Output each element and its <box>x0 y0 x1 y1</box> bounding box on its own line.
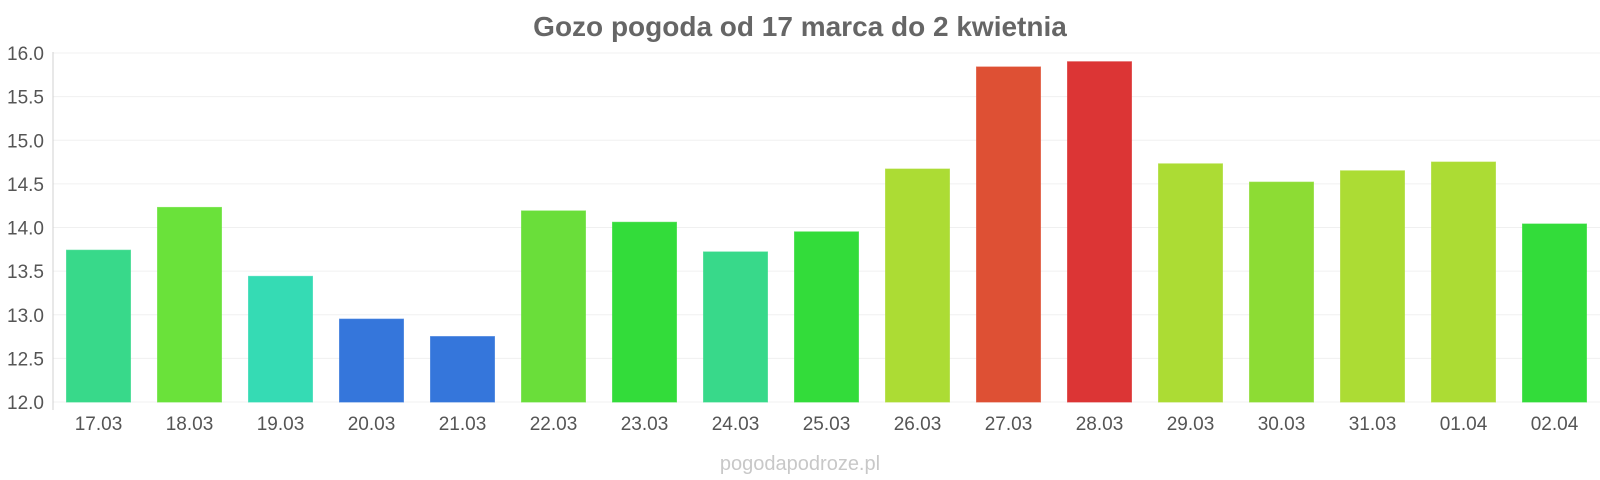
y-tick-label: 15.0 <box>7 131 44 152</box>
bar-29.03 <box>1158 163 1223 403</box>
bar-23.03 <box>612 221 677 403</box>
y-tick-label: 12.5 <box>7 349 44 370</box>
x-tick-label: 24.03 <box>712 414 760 435</box>
x-tick-label: 19.03 <box>257 414 305 435</box>
bar-27.03 <box>976 66 1041 403</box>
x-tick-label: 31.03 <box>1349 414 1397 435</box>
y-tick-label: 13.0 <box>7 306 44 327</box>
bar-02.04 <box>1522 223 1587 403</box>
bar-01.04 <box>1431 161 1496 403</box>
bar-18.03 <box>157 206 222 403</box>
x-tick-label: 27.03 <box>985 414 1033 435</box>
y-axis-ticks: 12.0 12.5 13.0 13.5 14.0 14.5 15.0 15.5 16.0 <box>7 44 44 414</box>
bar-28.03 <box>1067 61 1132 403</box>
x-tick-label: 25.03 <box>803 414 851 435</box>
bar-30.03 <box>1249 181 1314 403</box>
bar-19.03 <box>248 275 313 403</box>
y-tick-label: 15.5 <box>7 88 44 109</box>
x-tick-label: 28.03 <box>1076 414 1124 435</box>
x-tick-label: 26.03 <box>894 414 942 435</box>
chart-title: Gozo pogoda od 17 marca do 2 kwietnia <box>533 11 1067 42</box>
x-tick-label: 30.03 <box>1258 414 1306 435</box>
bar-25.03 <box>794 231 859 403</box>
x-tick-label: 23.03 <box>621 414 669 435</box>
x-tick-label: 02.04 <box>1531 414 1579 435</box>
x-tick-label: 01.04 <box>1440 414 1488 435</box>
bar-20.03 <box>339 318 404 403</box>
y-tick-label: 14.5 <box>7 175 44 196</box>
y-tick-label: 14.0 <box>7 219 44 240</box>
watermark: pogodapodroze.pl <box>720 453 880 475</box>
bar-17.03 <box>66 249 131 403</box>
x-tick-label: 21.03 <box>439 414 487 435</box>
bar-24.03 <box>703 251 768 403</box>
x-axis-ticks: 17.03 18.03 19.03 20.03 21.03 22.03 23.03 24.03… <box>75 414 1579 435</box>
bar-31.03 <box>1340 170 1405 403</box>
bar-22.03 <box>521 210 586 403</box>
x-tick-label: 17.03 <box>75 414 123 435</box>
y-tick-label: 16.0 <box>7 44 44 65</box>
bar-21.03 <box>430 336 495 403</box>
bar-26.03 <box>885 168 950 403</box>
y-tick-label: 12.0 <box>7 393 44 414</box>
x-tick-label: 22.03 <box>530 414 578 435</box>
x-tick-label: 18.03 <box>166 414 214 435</box>
bars <box>66 61 1587 403</box>
x-tick-label: 29.03 <box>1167 414 1215 435</box>
x-tick-label: 20.03 <box>348 414 396 435</box>
y-tick-label: 13.5 <box>7 262 44 283</box>
